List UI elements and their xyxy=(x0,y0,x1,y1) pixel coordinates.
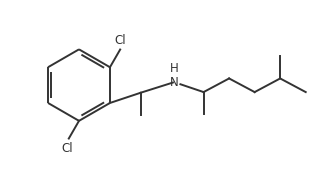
Text: H: H xyxy=(170,62,179,75)
Text: Cl: Cl xyxy=(61,142,73,155)
Text: Cl: Cl xyxy=(114,34,126,47)
Text: N: N xyxy=(170,76,179,89)
